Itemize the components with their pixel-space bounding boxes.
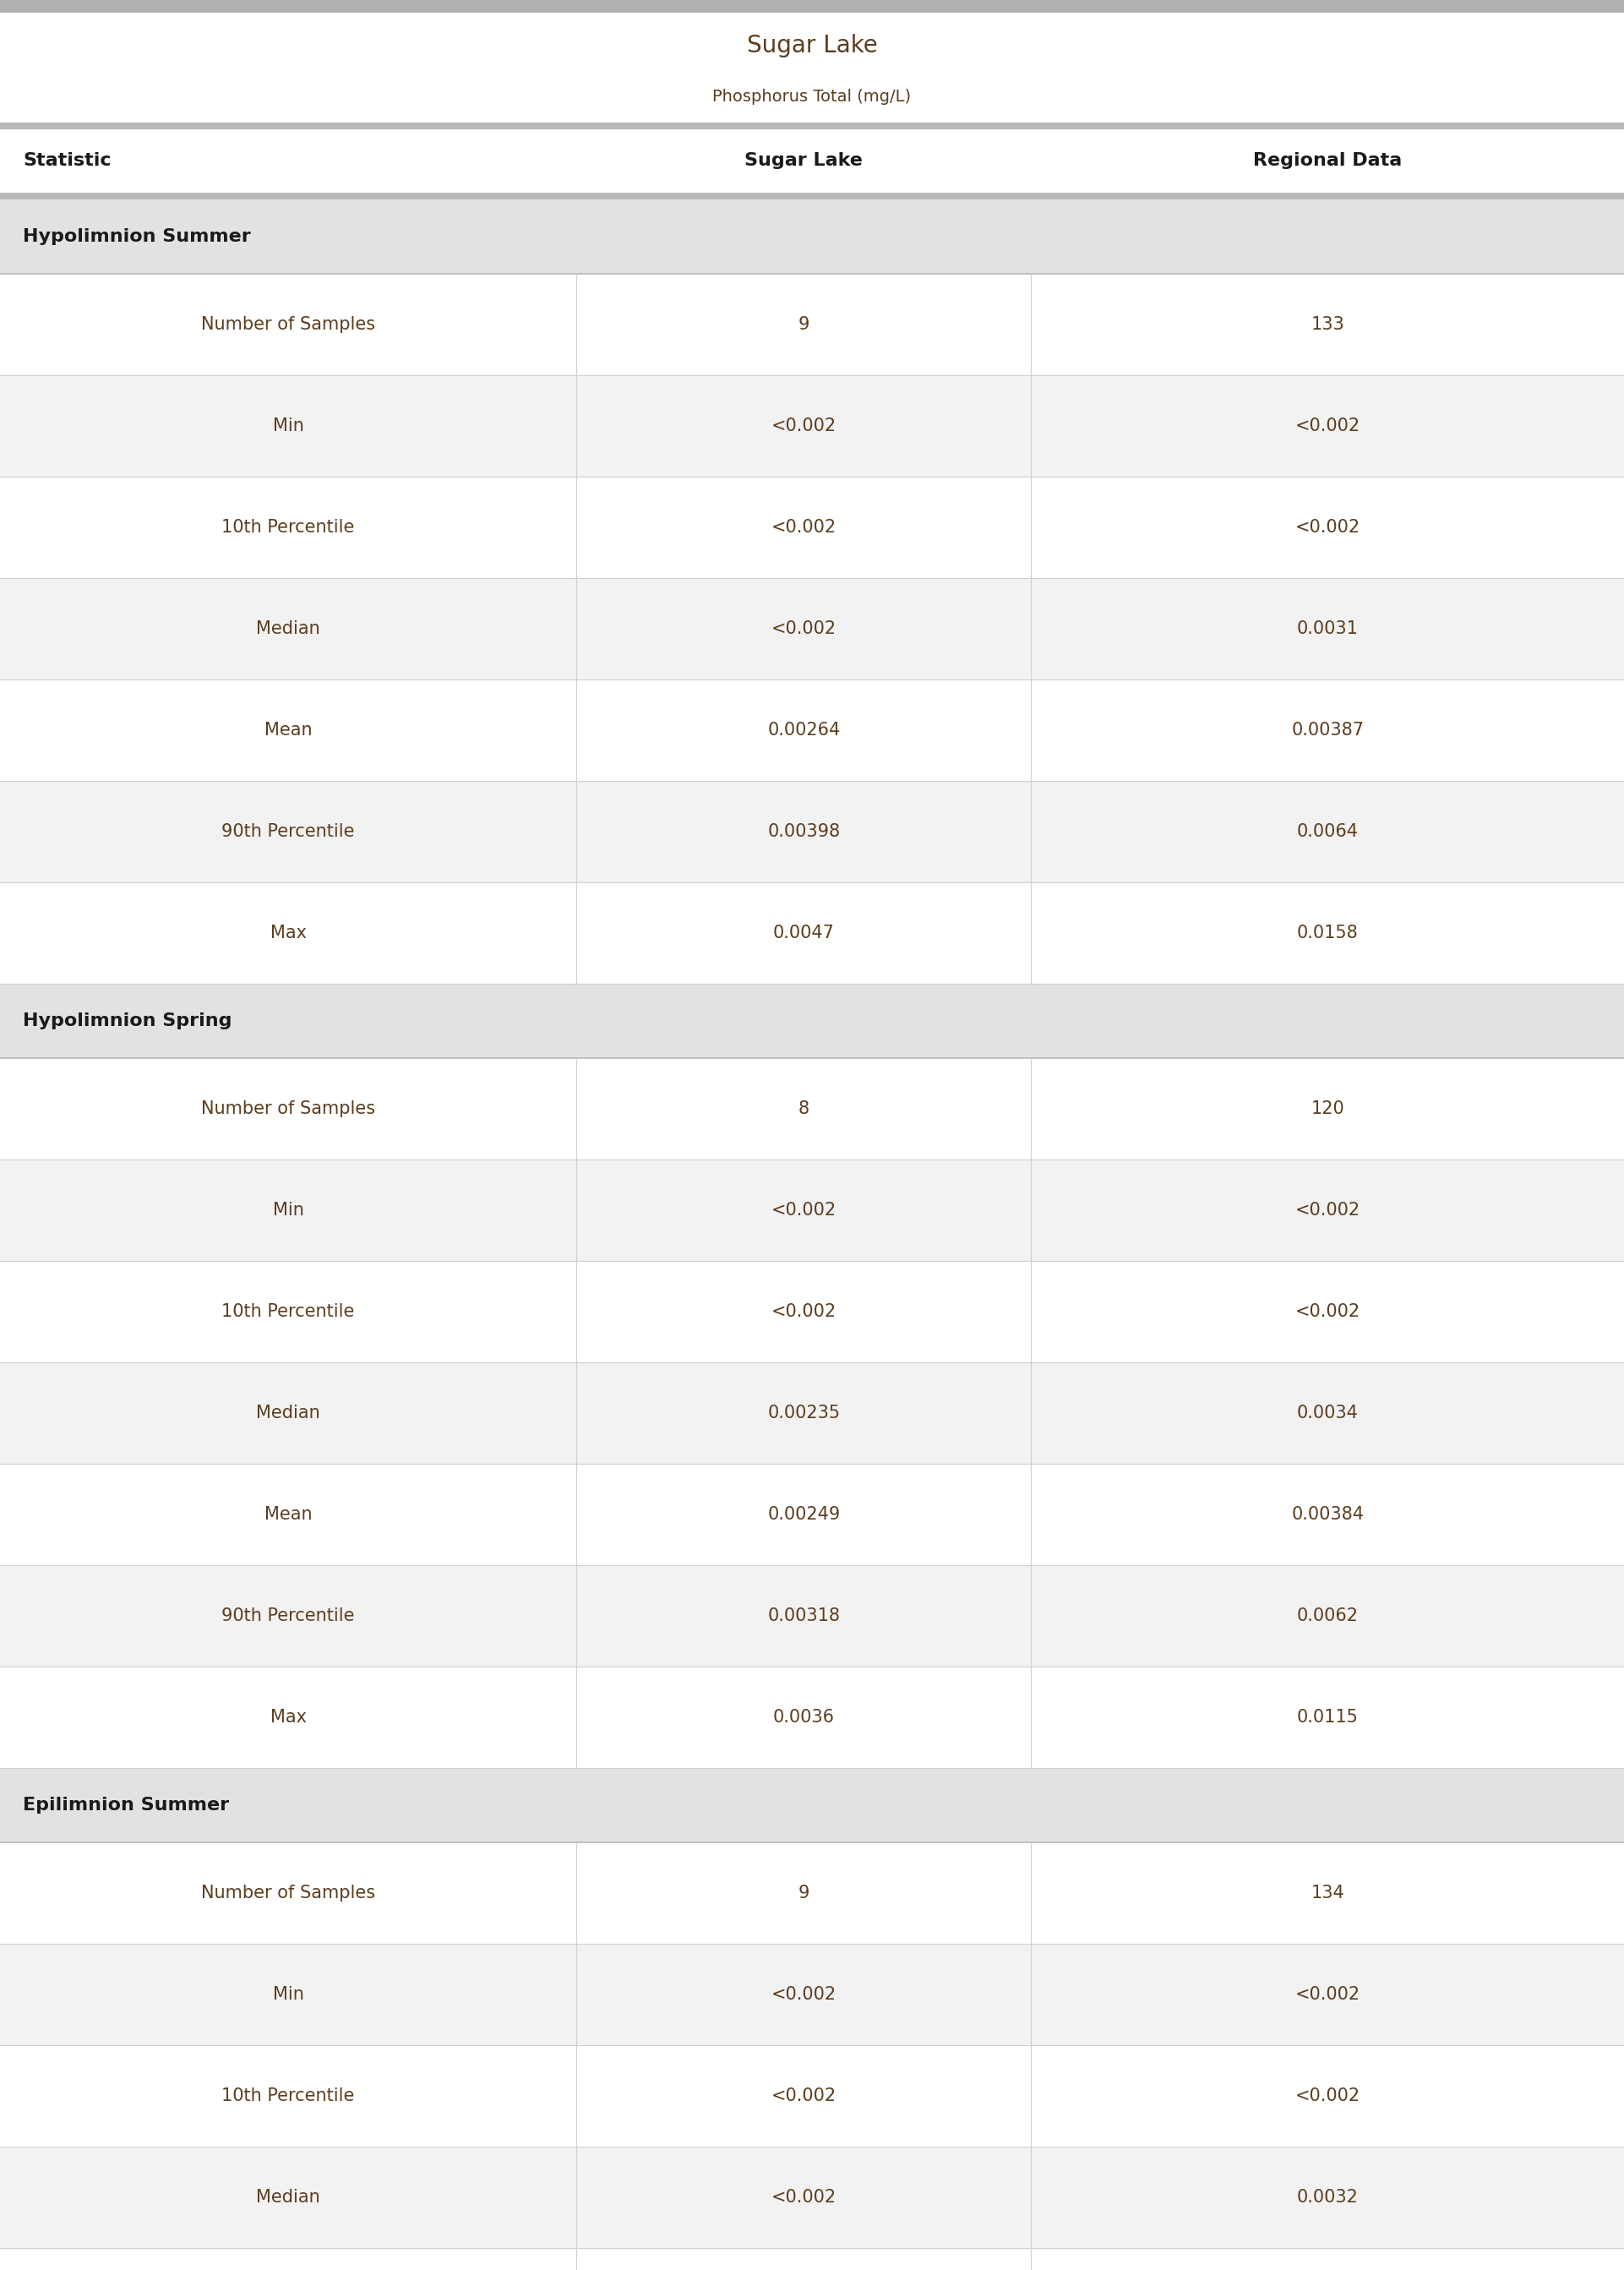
Text: Min: Min <box>273 418 304 434</box>
Text: <0.002: <0.002 <box>1294 520 1361 536</box>
Bar <box>0 1058 1624 1160</box>
Text: 0.00249: 0.00249 <box>768 1505 840 1523</box>
Text: Min: Min <box>273 1201 304 1219</box>
Text: <0.002: <0.002 <box>771 620 836 638</box>
Bar <box>0 1943 1624 2045</box>
Text: 0.0032: 0.0032 <box>1298 2188 1358 2206</box>
Bar <box>0 0 1624 14</box>
Text: 0.0036: 0.0036 <box>773 1709 835 1725</box>
Bar <box>0 781 1624 883</box>
Bar <box>0 1362 1624 1464</box>
Text: <0.002: <0.002 <box>771 1201 836 1219</box>
Text: Max: Max <box>270 1709 307 1725</box>
Text: 120: 120 <box>1311 1101 1345 1117</box>
Text: 134: 134 <box>1311 1884 1345 1902</box>
Text: Statistic: Statistic <box>23 152 110 170</box>
Text: 8: 8 <box>799 1101 809 1117</box>
Text: 0.0115: 0.0115 <box>1298 1709 1358 1725</box>
Text: Max: Max <box>270 924 307 942</box>
Text: 0.0064: 0.0064 <box>1298 824 1358 840</box>
Text: Hypolimnion Spring: Hypolimnion Spring <box>23 1012 232 1028</box>
Text: Hypolimnion Summer: Hypolimnion Summer <box>23 229 250 245</box>
Text: 9: 9 <box>799 316 809 334</box>
Text: Median: Median <box>257 2188 320 2206</box>
Text: <0.002: <0.002 <box>1294 418 1361 434</box>
Bar <box>0 1666 1624 1768</box>
Text: Phosphorus Total (mg/L): Phosphorus Total (mg/L) <box>713 89 911 104</box>
Text: <0.002: <0.002 <box>771 2088 836 2104</box>
Text: 0.00264: 0.00264 <box>768 722 840 738</box>
Text: Mean: Mean <box>265 1505 312 1523</box>
Text: Sugar Lake: Sugar Lake <box>747 34 877 57</box>
Bar <box>0 275 1624 375</box>
Text: 10th Percentile: 10th Percentile <box>222 1303 354 1321</box>
Text: 133: 133 <box>1311 316 1345 334</box>
Bar <box>0 2147 1624 2247</box>
Text: Number of Samples: Number of Samples <box>201 1884 375 1902</box>
Text: 0.00235: 0.00235 <box>768 1405 840 1421</box>
Bar <box>0 1160 1624 1260</box>
Bar <box>0 1260 1624 1362</box>
Text: <0.002: <0.002 <box>771 1986 836 2002</box>
Text: 0.0034: 0.0034 <box>1298 1405 1358 1421</box>
Bar <box>0 129 1624 193</box>
Text: 90th Percentile: 90th Percentile <box>222 824 354 840</box>
Text: 90th Percentile: 90th Percentile <box>222 1607 354 1625</box>
Bar <box>0 200 1624 275</box>
Bar <box>0 883 1624 983</box>
Text: Sugar Lake: Sugar Lake <box>745 152 862 170</box>
Text: <0.002: <0.002 <box>1294 1986 1361 2002</box>
Text: Number of Samples: Number of Samples <box>201 316 375 334</box>
Text: 0.0031: 0.0031 <box>1298 620 1358 638</box>
Text: 0.00318: 0.00318 <box>768 1607 840 1625</box>
Bar <box>0 1464 1624 1566</box>
Bar <box>0 579 1624 679</box>
Text: Epilimnion Summer: Epilimnion Summer <box>23 1798 229 1814</box>
Text: Median: Median <box>257 620 320 638</box>
Text: <0.002: <0.002 <box>1294 1303 1361 1321</box>
Bar <box>0 375 1624 477</box>
Bar <box>0 1843 1624 1943</box>
Text: 0.0047: 0.0047 <box>773 924 835 942</box>
Bar <box>0 983 1624 1058</box>
Text: Mean: Mean <box>265 722 312 738</box>
Text: 0.00387: 0.00387 <box>1291 722 1364 738</box>
Text: Regional Data: Regional Data <box>1254 152 1402 170</box>
Text: <0.002: <0.002 <box>771 418 836 434</box>
Text: Median: Median <box>257 1405 320 1421</box>
Bar <box>0 2247 1624 2270</box>
Text: 0.00398: 0.00398 <box>768 824 840 840</box>
Bar <box>0 1768 1624 1843</box>
Text: 0.0062: 0.0062 <box>1298 1607 1358 1625</box>
Text: <0.002: <0.002 <box>771 2188 836 2206</box>
Bar <box>0 123 1624 129</box>
Text: <0.002: <0.002 <box>1294 1201 1361 1219</box>
Bar <box>0 1566 1624 1666</box>
Bar <box>0 477 1624 579</box>
Text: 0.00384: 0.00384 <box>1291 1505 1364 1523</box>
Text: 10th Percentile: 10th Percentile <box>222 2088 354 2104</box>
Text: <0.002: <0.002 <box>771 1303 836 1321</box>
Bar <box>0 679 1624 781</box>
Text: <0.002: <0.002 <box>1294 2088 1361 2104</box>
Text: <0.002: <0.002 <box>771 520 836 536</box>
Text: 9: 9 <box>799 1884 809 1902</box>
Text: 0.0158: 0.0158 <box>1298 924 1358 942</box>
Text: Min: Min <box>273 1986 304 2002</box>
Bar <box>0 2045 1624 2147</box>
Text: 10th Percentile: 10th Percentile <box>222 520 354 536</box>
Bar <box>0 193 1624 200</box>
Text: Number of Samples: Number of Samples <box>201 1101 375 1117</box>
